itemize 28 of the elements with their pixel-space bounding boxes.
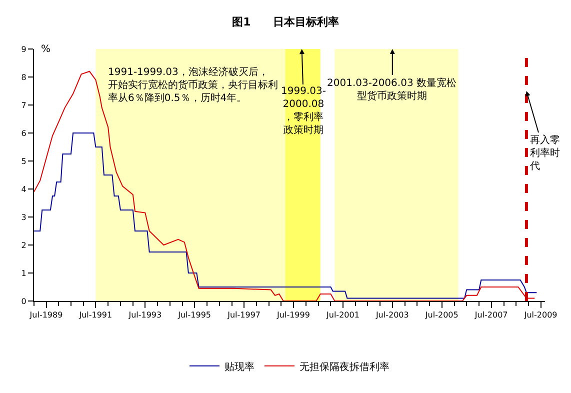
annotation: 再入零利率时代	[529, 134, 560, 172]
legend-label: 贴现率	[224, 360, 254, 373]
annotation: 1991-1999.03，泡沫经济破灭后，开始实行宽松的货币政策，央行目标利率从6％降到0.5％，历时4年。	[108, 66, 278, 104]
y-tick-label: 2	[21, 240, 26, 250]
y-tick-label: 1	[21, 268, 26, 278]
y-tick-label: 9	[21, 44, 26, 54]
x-tick-label: Jul-2003	[374, 310, 409, 320]
x-tick-label: Jul-2007	[474, 310, 508, 320]
y-tick-label: 7	[21, 100, 26, 110]
y-tick-label: 6	[21, 128, 26, 138]
x-tick-label: Jul-1993	[128, 310, 162, 320]
y-axis-title: %	[41, 44, 51, 55]
x-tick-label: Jul-1995	[177, 310, 212, 320]
legend-label: 无担保隔夜拆借利率	[300, 360, 390, 373]
x-tick-label: Jul-2001	[326, 310, 360, 320]
chart-title: 图1 日本目标利率	[232, 15, 339, 28]
y-tick-label: 0	[21, 296, 26, 306]
x-tick-label: Jul-2009	[523, 310, 558, 320]
y-tick-label: 8	[21, 72, 26, 82]
y-tick-label: 3	[21, 212, 26, 222]
x-tick-label: Jul-2005	[424, 310, 458, 320]
x-tick-label: Jul-1999	[276, 310, 310, 320]
y-tick-label: 4	[21, 184, 26, 194]
x-tick-label: Jul-1991	[78, 310, 112, 320]
x-tick-label: Jul-1989	[28, 310, 63, 320]
y-tick-label: 5	[21, 156, 26, 166]
x-tick-label: Jul-1997	[226, 310, 261, 320]
annotation: 2001.03-2006.03 数量宽松型货币政策时期	[327, 77, 456, 102]
